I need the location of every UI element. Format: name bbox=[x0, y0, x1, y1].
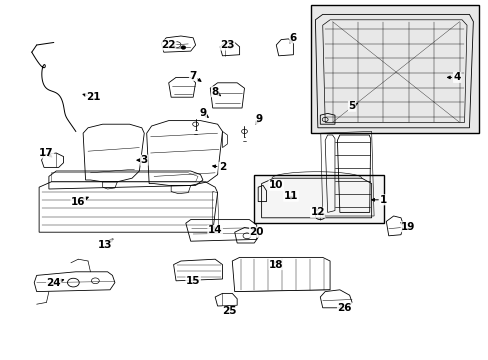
Circle shape bbox=[181, 46, 185, 49]
Text: 15: 15 bbox=[185, 276, 200, 286]
Text: 23: 23 bbox=[220, 40, 234, 50]
Text: 7: 7 bbox=[189, 71, 197, 81]
Text: 16: 16 bbox=[71, 197, 85, 207]
Text: 5: 5 bbox=[348, 101, 355, 111]
Text: 9: 9 bbox=[255, 114, 262, 124]
Text: 22: 22 bbox=[161, 40, 176, 50]
Text: 14: 14 bbox=[207, 225, 222, 235]
Text: 24: 24 bbox=[46, 278, 61, 288]
Text: 26: 26 bbox=[337, 303, 351, 313]
Text: 12: 12 bbox=[310, 207, 325, 217]
Text: 2: 2 bbox=[219, 162, 225, 172]
Text: 4: 4 bbox=[452, 72, 460, 82]
Text: 6: 6 bbox=[289, 33, 296, 43]
Text: 1: 1 bbox=[380, 195, 386, 205]
Text: 20: 20 bbox=[249, 227, 264, 237]
Text: 25: 25 bbox=[222, 306, 237, 316]
Text: 13: 13 bbox=[98, 240, 112, 250]
Text: 8: 8 bbox=[211, 87, 218, 97]
Text: 10: 10 bbox=[268, 180, 283, 190]
Text: 19: 19 bbox=[400, 222, 415, 232]
Bar bbox=[310, 5, 478, 133]
Text: 11: 11 bbox=[283, 191, 298, 201]
Text: 3: 3 bbox=[141, 155, 147, 165]
Bar bbox=[254, 175, 383, 223]
Text: 17: 17 bbox=[39, 148, 54, 158]
Text: 21: 21 bbox=[85, 92, 100, 102]
Text: 18: 18 bbox=[268, 260, 283, 270]
Text: 9: 9 bbox=[199, 108, 206, 118]
